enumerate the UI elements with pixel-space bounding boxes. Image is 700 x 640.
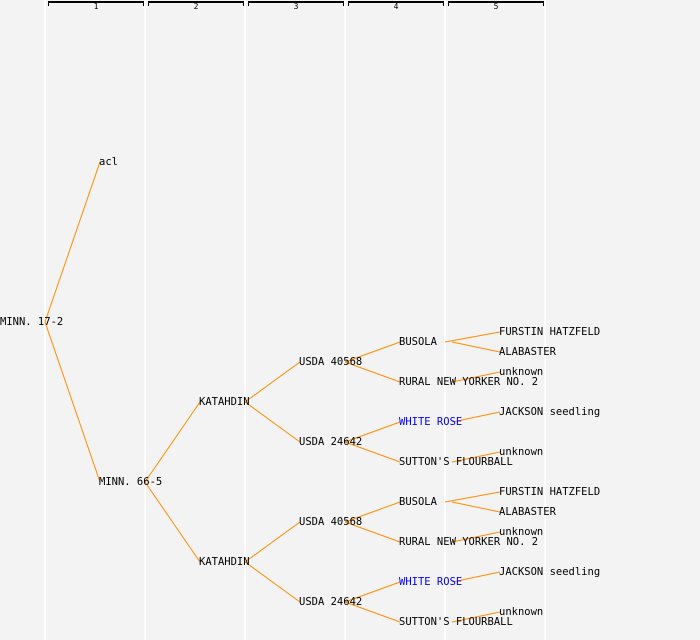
- column-divider: [544, 0, 546, 640]
- pedigree-node[interactable]: MINN. 17-2: [0, 316, 64, 328]
- pedigree-node[interactable]: acl: [99, 156, 118, 168]
- generation-header-3: 3: [248, 1, 344, 11]
- pedigree-link: [451, 571, 501, 583]
- pedigree-node[interactable]: FURSTIN HATZFELD: [499, 486, 601, 498]
- pedigree-link: [344, 521, 401, 543]
- pedigree-node[interactable]: KATAHDIN: [199, 556, 250, 568]
- pedigree-node[interactable]: unknown: [499, 606, 544, 618]
- pedigree-link: [344, 421, 401, 443]
- pedigree-link: [144, 481, 201, 563]
- pedigree-node[interactable]: BUSOLA: [399, 496, 437, 508]
- pedigree-node[interactable]: FURSTIN HATZFELD: [499, 326, 601, 338]
- pedigree-node[interactable]: RURAL NEW YORKER NO. 2: [399, 536, 539, 548]
- pedigree-node[interactable]: JACKSON seedling: [499, 406, 601, 418]
- pedigree-node[interactable]: unknown: [499, 366, 544, 378]
- pedigree-link: [451, 371, 501, 383]
- pedigree-link: [244, 521, 301, 563]
- generation-label: 4: [393, 2, 399, 11]
- pedigree-node[interactable]: unknown: [499, 446, 544, 458]
- pedigree-node[interactable]: BUSOLA: [399, 336, 437, 348]
- pedigree-link: [144, 401, 201, 483]
- pedigree-node[interactable]: WHITE ROSE: [399, 576, 463, 588]
- generation-header-1: 1: [48, 1, 144, 11]
- generation-label: 3: [293, 2, 299, 11]
- generation-label: 5: [493, 2, 499, 11]
- pedigree-link: [244, 361, 301, 403]
- pedigree-link: [444, 331, 501, 343]
- pedigree-node[interactable]: USDA 24642: [299, 596, 363, 608]
- pedigree-link: [451, 501, 501, 513]
- pedigree-node[interactable]: RURAL NEW YORKER NO. 2: [399, 376, 539, 388]
- pedigree-node[interactable]: USDA 24642: [299, 436, 363, 448]
- column-divider: [144, 0, 146, 640]
- pedigree-node[interactable]: KATAHDIN: [199, 396, 250, 408]
- pedigree-link: [44, 321, 101, 483]
- pedigree-node[interactable]: SUTTON'S FLOURBALL: [399, 616, 513, 628]
- pedigree-link: [44, 161, 101, 323]
- column-divider: [444, 0, 446, 640]
- pedigree-node[interactable]: unknown: [499, 526, 544, 538]
- pedigree-link: [451, 341, 501, 353]
- generation-label: 1: [93, 2, 99, 11]
- pedigree-link: [344, 361, 401, 383]
- pedigree-link: [344, 341, 401, 363]
- generation-header-4: 4: [348, 1, 444, 11]
- generation-label: 2: [193, 2, 199, 11]
- pedigree-node[interactable]: ALABASTER: [499, 506, 556, 518]
- pedigree-link: [451, 411, 501, 423]
- column-divider: [244, 0, 246, 640]
- pedigree-node[interactable]: WHITE ROSE: [399, 416, 463, 428]
- pedigree-link: [451, 451, 501, 463]
- pedigree-link: [244, 401, 301, 443]
- pedigree-link: [344, 441, 401, 463]
- pedigree-link: [344, 501, 401, 523]
- pedigree-link: [244, 561, 301, 603]
- pedigree-node[interactable]: USDA 40568: [299, 356, 363, 368]
- generation-header-5: 5: [448, 1, 544, 11]
- pedigree-link: [344, 581, 401, 603]
- pedigree-node[interactable]: SUTTON'S FLOURBALL: [399, 456, 513, 468]
- column-divider: [344, 0, 346, 640]
- pedigree-link: [444, 491, 501, 503]
- pedigree-link: [451, 531, 501, 543]
- pedigree-node[interactable]: JACKSON seedling: [499, 566, 601, 578]
- pedigree-node[interactable]: MINN. 66-5: [99, 476, 163, 488]
- generation-header-2: 2: [148, 1, 244, 11]
- pedigree-node[interactable]: ALABASTER: [499, 346, 556, 358]
- column-divider: [44, 0, 46, 640]
- pedigree-link: [344, 601, 401, 623]
- pedigree-link: [451, 611, 501, 623]
- pedigree-node[interactable]: USDA 40568: [299, 516, 363, 528]
